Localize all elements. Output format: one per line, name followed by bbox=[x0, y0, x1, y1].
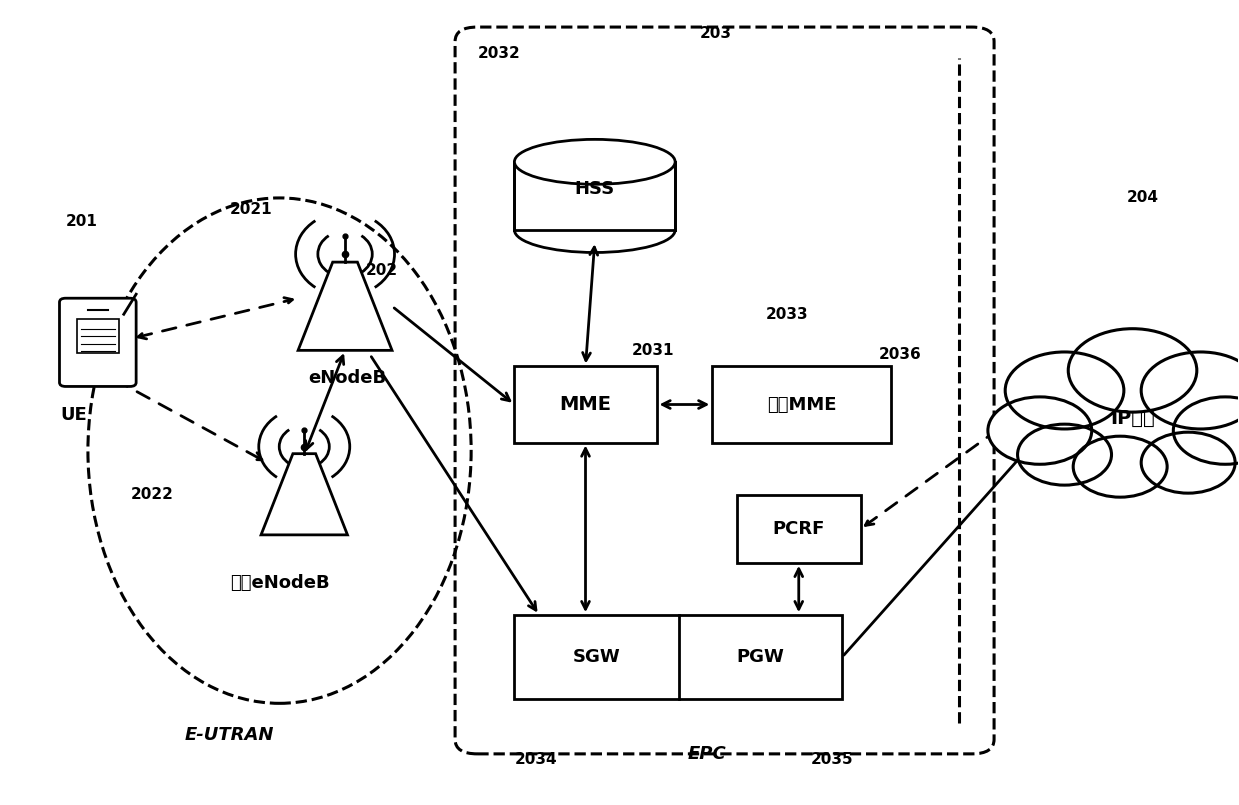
Text: 其它eNodeB: 其它eNodeB bbox=[230, 574, 330, 592]
Text: 2034: 2034 bbox=[514, 752, 558, 767]
Text: 2035: 2035 bbox=[812, 752, 854, 767]
Circle shape bbox=[1173, 397, 1239, 464]
FancyBboxPatch shape bbox=[514, 366, 657, 443]
Text: 202: 202 bbox=[366, 262, 398, 278]
Text: SGW: SGW bbox=[572, 648, 621, 667]
FancyBboxPatch shape bbox=[737, 495, 861, 563]
Circle shape bbox=[1005, 352, 1124, 429]
Circle shape bbox=[987, 397, 1092, 464]
Text: 204: 204 bbox=[1126, 191, 1158, 205]
Text: EPC: EPC bbox=[688, 745, 726, 763]
Polygon shape bbox=[261, 454, 347, 535]
Circle shape bbox=[1073, 436, 1167, 497]
Text: IP业务: IP业务 bbox=[1110, 409, 1155, 428]
Circle shape bbox=[1046, 366, 1219, 479]
Text: 2031: 2031 bbox=[632, 343, 674, 358]
Text: 2022: 2022 bbox=[131, 487, 173, 502]
Text: 2032: 2032 bbox=[477, 46, 520, 61]
Text: 201: 201 bbox=[66, 214, 98, 229]
FancyBboxPatch shape bbox=[712, 366, 892, 443]
Text: 2033: 2033 bbox=[766, 307, 808, 322]
FancyBboxPatch shape bbox=[514, 615, 843, 700]
Circle shape bbox=[1141, 352, 1239, 429]
Circle shape bbox=[1068, 328, 1197, 412]
Circle shape bbox=[1141, 432, 1235, 493]
Text: 2021: 2021 bbox=[230, 203, 273, 217]
FancyBboxPatch shape bbox=[77, 319, 119, 353]
Text: eNodeB: eNodeB bbox=[309, 369, 387, 387]
FancyBboxPatch shape bbox=[59, 298, 136, 386]
Text: PCRF: PCRF bbox=[773, 520, 825, 538]
Text: MME: MME bbox=[560, 395, 612, 414]
Ellipse shape bbox=[514, 139, 675, 184]
Text: 其它MME: 其它MME bbox=[767, 395, 836, 414]
Text: 203: 203 bbox=[700, 26, 732, 41]
Text: UE: UE bbox=[61, 406, 88, 423]
Text: E-UTRAN: E-UTRAN bbox=[185, 726, 274, 745]
Text: 2036: 2036 bbox=[880, 347, 922, 362]
Polygon shape bbox=[299, 262, 392, 350]
Text: HSS: HSS bbox=[575, 180, 615, 198]
Circle shape bbox=[1017, 424, 1111, 485]
Text: PGW: PGW bbox=[736, 648, 784, 667]
Polygon shape bbox=[514, 162, 675, 230]
